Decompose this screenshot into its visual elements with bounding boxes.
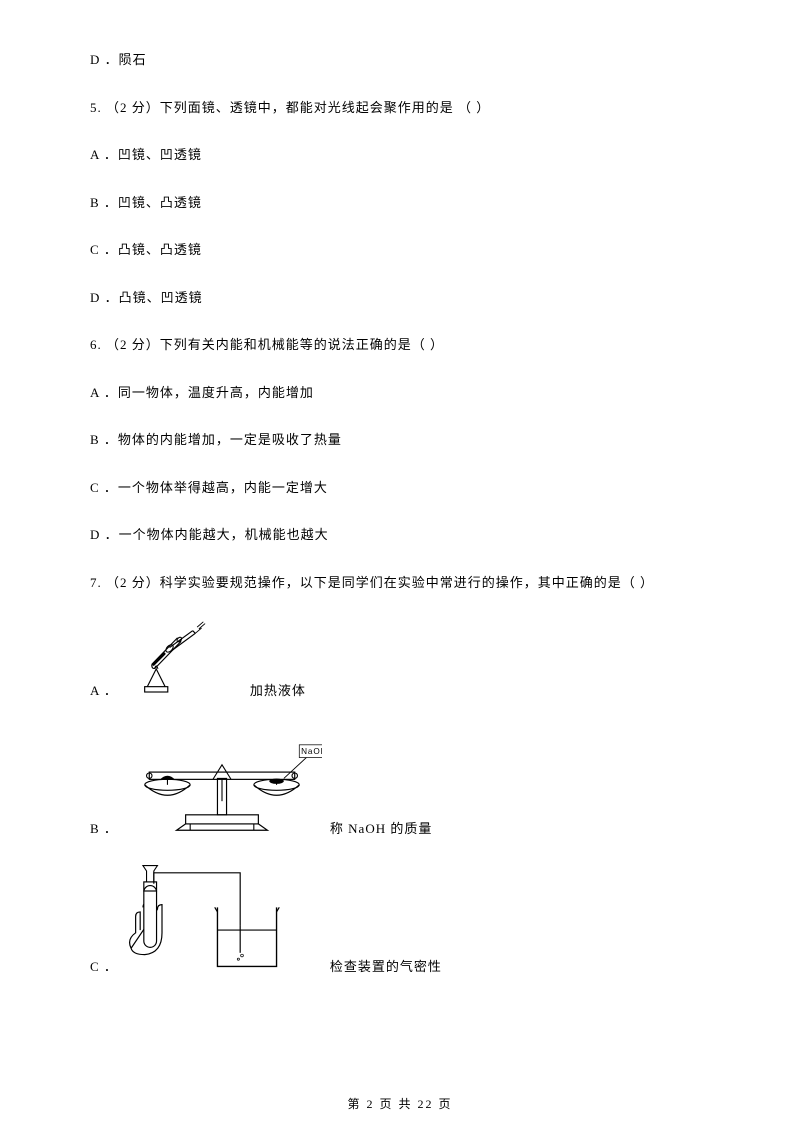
figure-heating-liquid-icon [122, 620, 242, 700]
q6-option-c: C ．一个物体举得越高，内能一定增大 [90, 478, 710, 498]
q7-option-a: A ． [90, 620, 710, 700]
q7-stem: 7. （2 分）科学实验要规范操作，以下是同学们在实验中常进行的操作，其中正确的… [90, 573, 710, 593]
q7-option-c: C ． [90, 866, 710, 976]
figure-balance-scale-icon: NaOH [122, 728, 322, 838]
q6-option-b: B ．物体的内能增加，一定是吸收了热量 [90, 430, 710, 450]
page-footer: 第 2 页 共 22 页 [0, 1095, 800, 1112]
option-label: C ． [90, 957, 118, 977]
option-text: 加热液体 [250, 681, 306, 701]
q5-option-b: B ．凹镜、凸透镜 [90, 193, 710, 213]
q5-option-a: A ．凹镜、凹透镜 [90, 145, 710, 165]
option-label: A ． [90, 681, 118, 701]
q7-option-b: B ． [90, 728, 710, 838]
option-text: 检查装置的气密性 [330, 957, 442, 977]
q6-stem: 6. （2 分）下列有关内能和机械能等的说法正确的是（ ） [90, 335, 710, 355]
q4-option-d: D ．陨石 [90, 50, 710, 70]
q6-option-d: D ．一个物体内能越大，机械能也越大 [90, 525, 710, 545]
q5-option-c: C ．凸镜、凸透镜 [90, 240, 710, 260]
option-label: B ． [90, 819, 118, 839]
figure-airtightness-check-icon [122, 866, 322, 976]
option-text: 称 NaOH 的质量 [330, 819, 432, 839]
q5-stem: 5. （2 分）下列面镜、透镜中，都能对光线起会聚作用的是 （ ） [90, 98, 710, 118]
q6-option-a: A ．同一物体，温度升高，内能增加 [90, 383, 710, 403]
naoh-label: NaOH [301, 747, 322, 756]
q5-option-d: D ．凸镜、凹透镜 [90, 288, 710, 308]
